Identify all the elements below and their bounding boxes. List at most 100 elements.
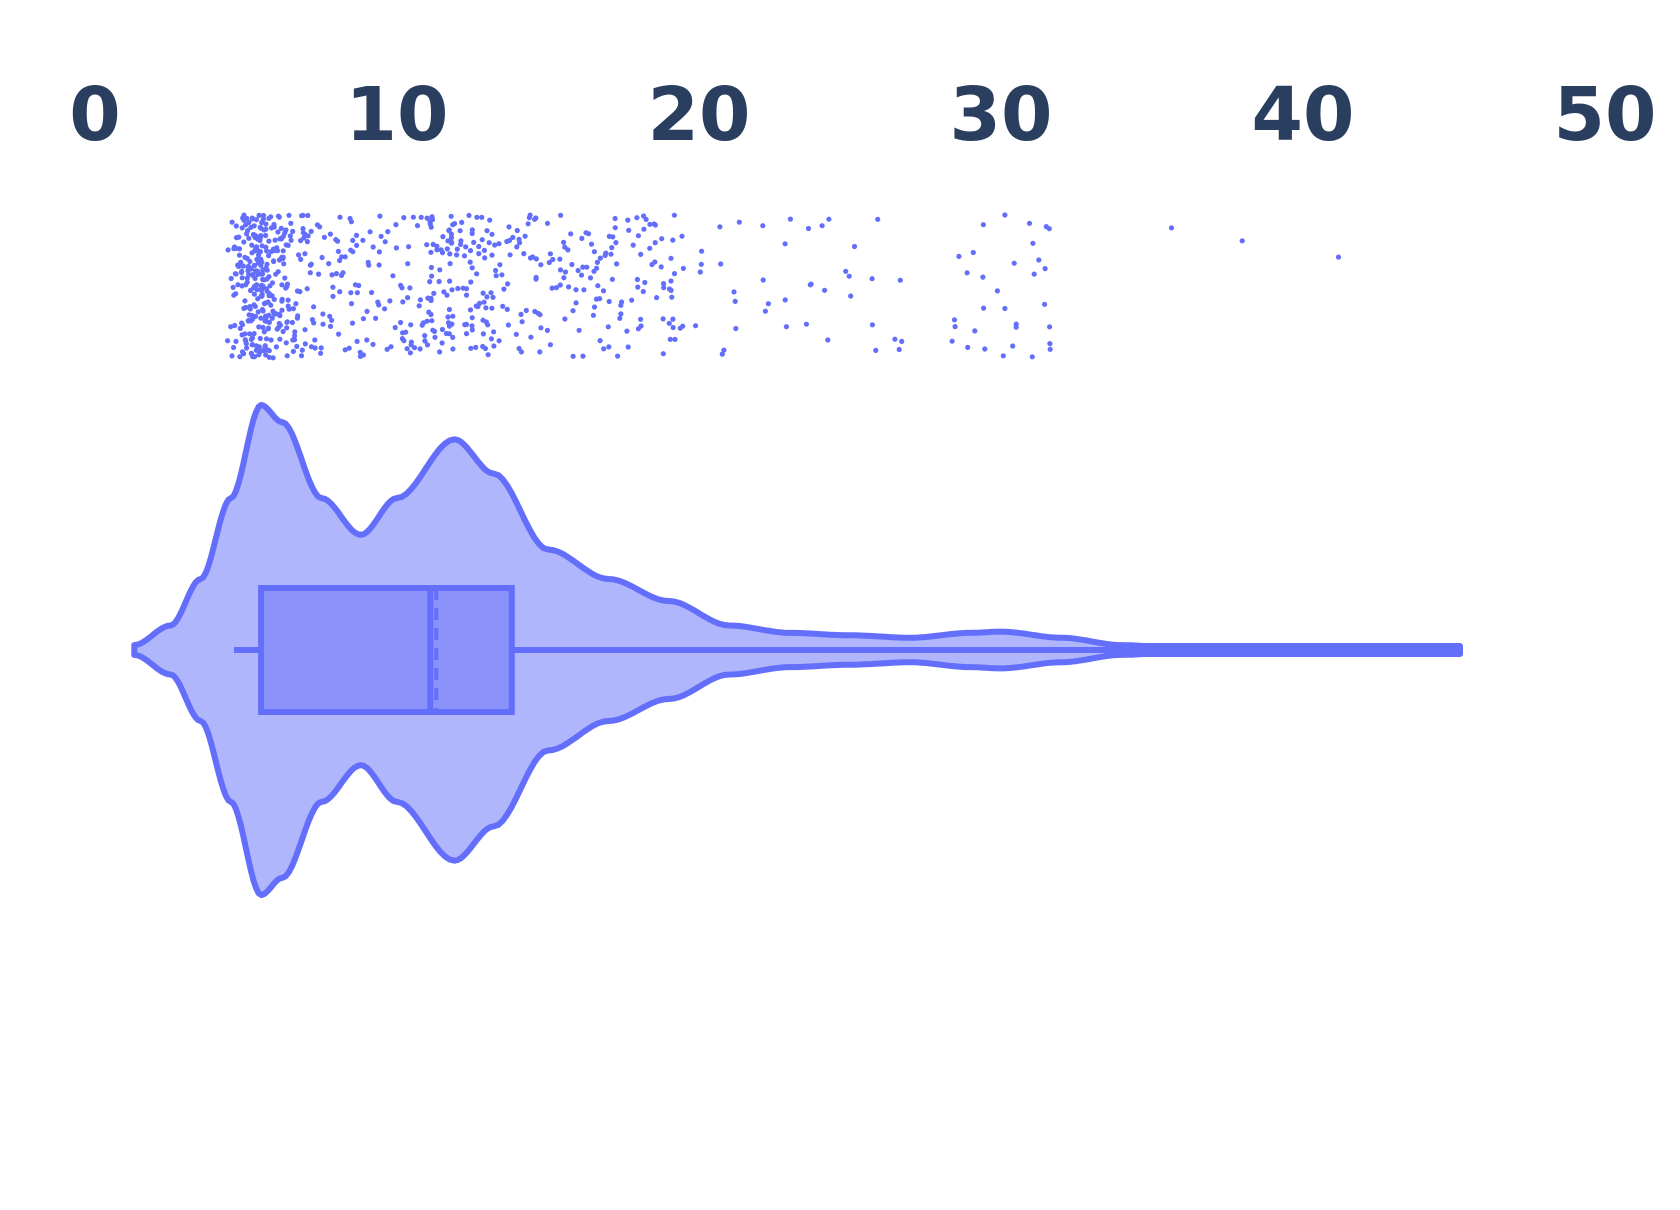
- data-point: [479, 214, 485, 220]
- data-point: [233, 223, 239, 229]
- data-point: [475, 303, 481, 309]
- data-point: [279, 298, 285, 304]
- data-point: [263, 286, 270, 292]
- data-point: [490, 294, 496, 300]
- data-point: [851, 243, 858, 250]
- data-point: [410, 214, 416, 220]
- data-point: [266, 238, 272, 244]
- data-point: [658, 264, 664, 270]
- data-point: [629, 297, 635, 303]
- data-point: [266, 319, 272, 325]
- data-point: [320, 321, 326, 327]
- data-point: [418, 214, 424, 220]
- data-point: [252, 232, 258, 238]
- data-point: [267, 283, 273, 289]
- data-point: [667, 336, 673, 342]
- data-point: [762, 308, 769, 314]
- data-point: [248, 336, 254, 342]
- data-point: [333, 271, 339, 277]
- data-point: [1047, 346, 1053, 352]
- data-point: [443, 330, 449, 337]
- data-point: [263, 226, 269, 232]
- data-point: [260, 308, 266, 314]
- data-point: [733, 325, 739, 332]
- data-point: [308, 261, 314, 267]
- data-point: [670, 316, 676, 322]
- data-point: [525, 221, 531, 227]
- data-point: [557, 267, 564, 273]
- data-point: [378, 233, 384, 239]
- data-point: [519, 319, 525, 325]
- data-point: [533, 215, 539, 221]
- data-point: [666, 320, 672, 326]
- data-point: [249, 342, 255, 348]
- data-point: [660, 351, 666, 357]
- data-point: [235, 282, 241, 288]
- data-point: [298, 238, 304, 244]
- data-point: [457, 228, 463, 234]
- data-point: [544, 327, 551, 333]
- data-point: [354, 290, 360, 296]
- data-point: [660, 316, 666, 322]
- data-point: [493, 273, 499, 279]
- data-point: [569, 261, 575, 268]
- data-point: [446, 227, 452, 234]
- data-point: [585, 231, 592, 237]
- data-point: [337, 257, 343, 264]
- data-point: [581, 287, 587, 293]
- data-point: [573, 287, 579, 293]
- data-point: [327, 313, 333, 319]
- data-point: [333, 237, 339, 243]
- data-point: [256, 212, 262, 218]
- data-point: [558, 212, 564, 218]
- data-point: [311, 320, 317, 326]
- data-point: [407, 285, 413, 291]
- data-point: [510, 234, 516, 240]
- data-point: [591, 304, 598, 310]
- data-point: [514, 244, 520, 250]
- data-point: [468, 279, 474, 285]
- data-point: [731, 289, 737, 295]
- data-point: [514, 227, 520, 234]
- data-point: [311, 304, 317, 310]
- data-point: [257, 335, 263, 342]
- data-point: [364, 337, 370, 343]
- data-point: [316, 271, 322, 277]
- data-point: [1047, 324, 1053, 330]
- data-point: [283, 340, 289, 346]
- data-point: [393, 222, 399, 228]
- data-point: [605, 324, 611, 330]
- data-point: [469, 323, 475, 329]
- data-point: [591, 249, 598, 255]
- data-point: [625, 217, 631, 223]
- data-point: [606, 298, 612, 305]
- data-point: [260, 276, 266, 282]
- data-point: [634, 215, 640, 221]
- data-point: [500, 303, 506, 309]
- data-point: [428, 297, 434, 304]
- data-point: [320, 311, 326, 317]
- data-point: [262, 343, 268, 349]
- data-point: [264, 276, 270, 282]
- data-point: [504, 306, 510, 312]
- data-point: [236, 234, 242, 240]
- x-tick-label-1: 10: [346, 72, 449, 158]
- data-point: [319, 254, 325, 261]
- data-point: [285, 242, 291, 248]
- data-point: [561, 275, 567, 281]
- data-point: [580, 264, 586, 270]
- data-point: [613, 240, 619, 246]
- data-point: [547, 342, 554, 348]
- data-point: [476, 243, 482, 250]
- data-point: [698, 261, 704, 267]
- data-point: [635, 233, 642, 239]
- data-point: [439, 250, 446, 256]
- data-point: [300, 230, 306, 236]
- data-point: [233, 271, 239, 277]
- data-point: [405, 261, 411, 267]
- data-point: [417, 297, 423, 303]
- data-point: [609, 245, 615, 251]
- data-point: [474, 214, 480, 220]
- data-point: [822, 287, 828, 293]
- data-point: [258, 271, 264, 277]
